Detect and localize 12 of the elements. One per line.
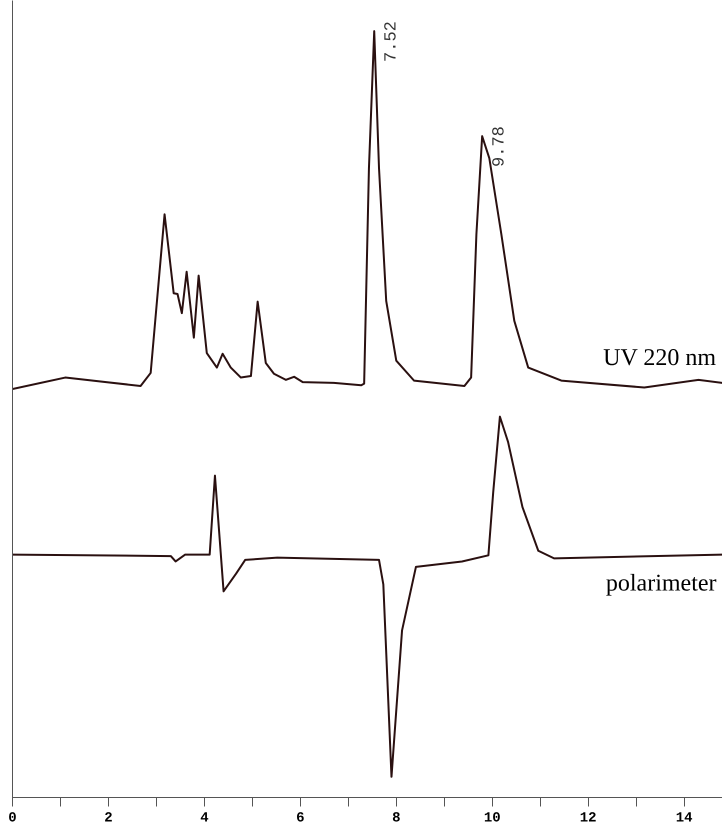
annotation: 7.52 bbox=[382, 21, 402, 62]
x-tick-label: 10 bbox=[484, 810, 501, 826]
x-tick-label: 14 bbox=[676, 810, 693, 826]
x-tick-label: 2 bbox=[104, 810, 113, 826]
series-label: polarimeter bbox=[606, 570, 717, 597]
series-label: UV 220 nm bbox=[603, 344, 716, 371]
x-tick-label: 0 bbox=[8, 810, 17, 826]
x-tick-label: 12 bbox=[580, 810, 597, 826]
x-tick-label: 8 bbox=[392, 810, 400, 826]
annotation: 9.78 bbox=[490, 126, 510, 167]
x-tick-label: 6 bbox=[296, 810, 305, 826]
x-tick-label: 4 bbox=[200, 810, 209, 826]
